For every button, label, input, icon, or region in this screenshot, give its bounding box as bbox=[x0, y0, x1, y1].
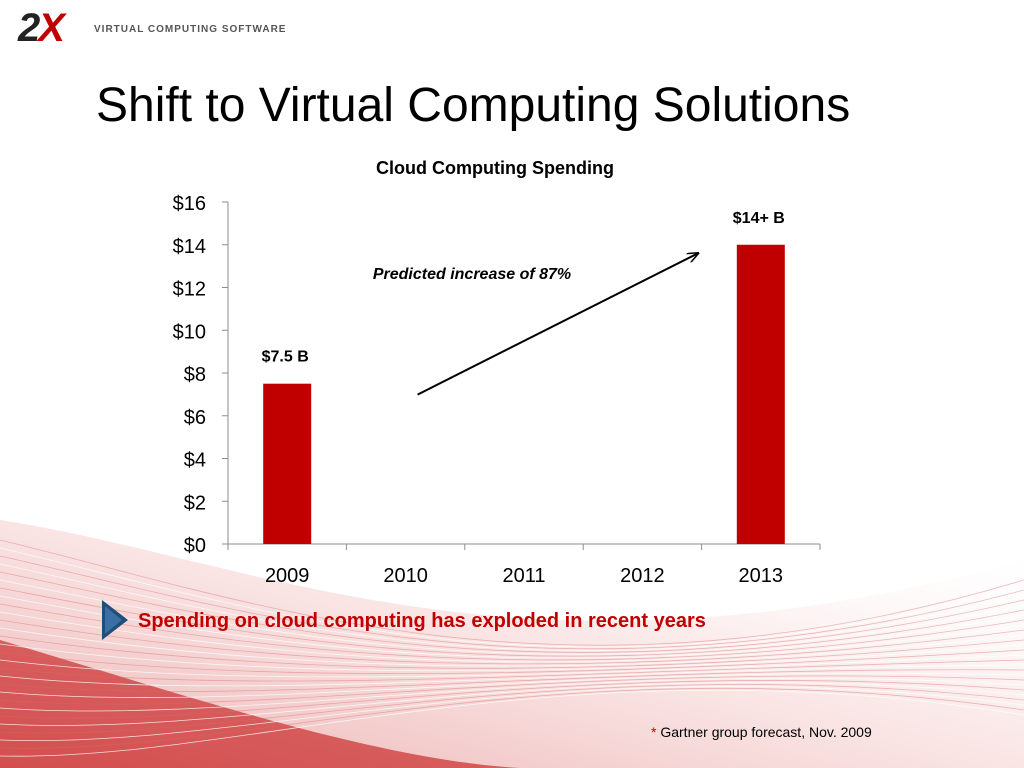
footnote: * Gartner group forecast, Nov. 2009 bbox=[651, 724, 872, 740]
bar-2013 bbox=[736, 244, 785, 544]
x-tick-label: 2010 bbox=[383, 565, 428, 587]
y-tick-label: $8 bbox=[184, 364, 206, 386]
y-tick-label: $10 bbox=[173, 321, 206, 343]
logo-mark: 2X bbox=[18, 6, 65, 50]
logo-mark-2: 2 bbox=[18, 6, 40, 50]
y-tick-label: $4 bbox=[184, 450, 206, 472]
logo-mark-x: X bbox=[38, 6, 65, 50]
y-tick-label: $0 bbox=[184, 535, 206, 557]
annotation-text: Predicted increase of 87% bbox=[373, 266, 571, 283]
logo-text: VIRTUAL COMPUTING SOFTWARE bbox=[94, 24, 287, 35]
chart-title: Cloud Computing Spending bbox=[376, 158, 614, 178]
x-tick-label: 2009 bbox=[265, 565, 310, 587]
bullet-arrow-icon bbox=[102, 600, 128, 640]
data-label-2009: $7.5 B bbox=[262, 349, 309, 366]
x-tick-label: 2013 bbox=[739, 565, 784, 587]
footnote-text: Gartner group forecast, Nov. 2009 bbox=[656, 724, 872, 740]
bullet-text: Spending on cloud computing has exploded… bbox=[138, 610, 706, 632]
x-tick-label: 2011 bbox=[502, 565, 545, 587]
y-tick-label: $12 bbox=[173, 279, 206, 301]
x-tick-label: 2012 bbox=[620, 565, 665, 587]
footnote-star: * bbox=[651, 724, 657, 740]
y-tick-label: $2 bbox=[184, 492, 206, 514]
data-label-2013: $14+ B bbox=[733, 210, 785, 227]
y-tick-label: $14 bbox=[173, 236, 206, 258]
slide-title: Shift to Virtual Computing Solutions bbox=[96, 79, 851, 132]
y-tick-label: $6 bbox=[184, 407, 206, 429]
bar-2009 bbox=[263, 383, 312, 544]
y-tick-label: $16 bbox=[173, 193, 206, 215]
company-logo: 2X VIRTUAL COMPUTING SOFTWARE bbox=[18, 8, 285, 48]
increase-arrow bbox=[417, 254, 698, 396]
